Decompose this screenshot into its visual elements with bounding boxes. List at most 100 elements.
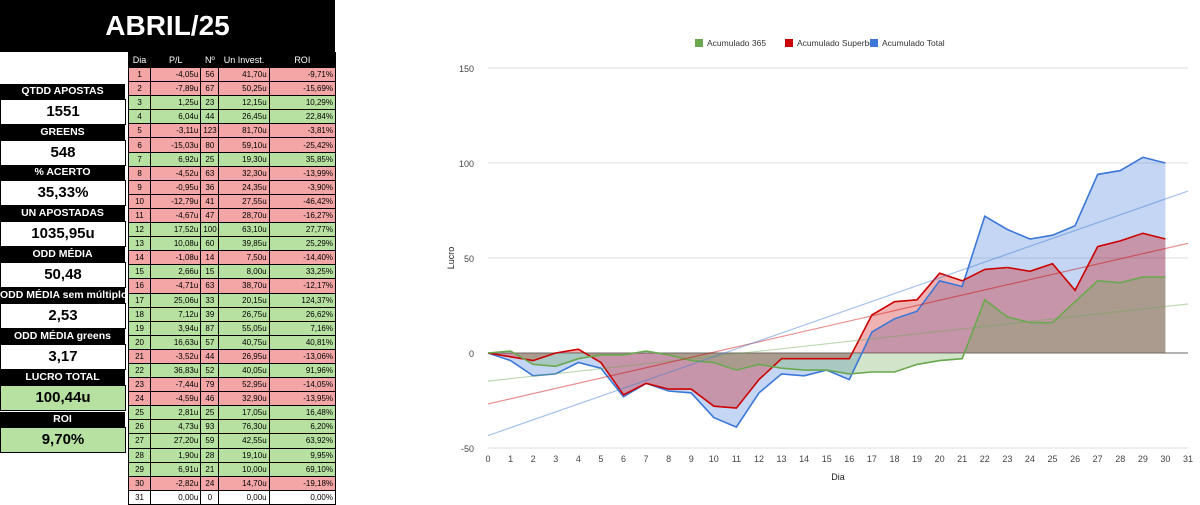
cell-n: 80 — [200, 137, 220, 153]
cell-n: 25 — [200, 405, 220, 421]
x-tick-label: 26 — [1070, 454, 1080, 464]
cell-un: 19,30u — [218, 151, 270, 167]
cell-un: 17,05u — [218, 405, 270, 421]
cell-dia: 11 — [127, 207, 152, 224]
x-tick-label: 8 — [666, 454, 671, 464]
cell-pl: -0,95u — [150, 179, 202, 195]
cell-roi: -19,18% — [268, 475, 337, 491]
x-tick-label: 29 — [1138, 454, 1148, 464]
table-row: 2 -7,89u 67 50,25u -15,69% — [127, 81, 337, 97]
x-tick-label: 11 — [732, 454, 741, 464]
cell-un: 59,10u — [218, 137, 270, 153]
cell-pl: -4,67u — [150, 207, 202, 224]
cell-roi: -13,95% — [268, 391, 337, 407]
cell-roi: -15,69% — [268, 81, 337, 97]
cell-n: 63 — [200, 278, 220, 294]
x-tick-label: 25 — [1048, 454, 1058, 464]
cell-dia: 2 — [127, 81, 152, 97]
table-row: 23 -7,44u 79 52,95u -14,05% — [127, 377, 337, 393]
cell-roi: -14,05% — [268, 377, 337, 393]
cell-pl: -4,05u — [150, 66, 202, 83]
cell-n: 123 — [200, 123, 220, 139]
table-row: 10 -12,79u 41 27,55u -46,42% — [127, 193, 337, 209]
cell-pl: -4,59u — [150, 391, 202, 407]
table-row: 13 10,08u 60 39,85u 25,29% — [127, 236, 337, 252]
daily-table: Dia P/L Nº Un Invest. ROI 1 -4,05u 56 41,70u -9,… — [127, 52, 337, 505]
y-tick-label: 100 — [459, 159, 474, 169]
stat-label: LUCRO TOTAL — [0, 370, 125, 385]
cell-roi: -12,17% — [268, 278, 337, 294]
cell-dia: 28 — [127, 447, 152, 463]
x-axis-label: Dia — [831, 472, 845, 482]
cell-pl: -2,82u — [150, 475, 202, 491]
stats-column: QTDD APOSTAS 1551 GREENS 548% ACERTO 35,33% U… — [0, 52, 126, 500]
cell-dia: 12 — [127, 222, 152, 238]
series-line-0 — [487, 276, 1166, 375]
x-tick-label: 12 — [754, 454, 764, 464]
stat-label: ODD MÉDIA greens — [0, 329, 125, 344]
cell-pl: 2,81u — [150, 405, 202, 421]
x-tick-label: 7 — [644, 454, 649, 464]
cell-n: 44 — [200, 109, 220, 125]
cell-un: 32,90u — [218, 391, 270, 407]
cell-dia: 31 — [127, 489, 152, 505]
legend-swatch — [695, 39, 703, 47]
cell-n: 0 — [200, 489, 220, 505]
cell-dia: 1 — [127, 66, 152, 83]
cell-un: 10,00u — [218, 461, 270, 477]
x-tick-label: 31 — [1183, 454, 1193, 464]
cell-n: 57 — [200, 334, 220, 350]
cell-pl: 7,12u — [150, 306, 202, 322]
x-tick-label: 10 — [709, 454, 719, 464]
cell-n: 100 — [200, 222, 220, 238]
y-tick-label: 50 — [464, 254, 474, 264]
cell-un: 27,55u — [218, 193, 270, 209]
cell-dia: 8 — [127, 165, 152, 181]
cell-roi: -9,71% — [268, 66, 337, 83]
x-tick-label: 27 — [1093, 454, 1103, 464]
cell-n: 56 — [200, 66, 220, 83]
cell-pl: -1,08u — [150, 250, 202, 266]
cell-pl: -7,44u — [150, 377, 202, 393]
table-row: 9 -0,95u 36 24,35u -3,90% — [127, 179, 337, 195]
column-header: Un Invest. — [218, 52, 270, 68]
cell-pl: 1,25u — [150, 95, 202, 111]
cell-pl: 6,91u — [150, 461, 202, 477]
cell-n: 60 — [200, 236, 220, 252]
cell-dia: 13 — [127, 236, 152, 252]
cell-dia: 24 — [127, 391, 152, 407]
month-title: ABRIL/25 — [0, 0, 335, 52]
x-tick-label: 24 — [1025, 454, 1035, 464]
x-tick-label: 5 — [598, 454, 603, 464]
cell-dia: 19 — [127, 320, 152, 336]
legend-swatch — [785, 39, 793, 47]
cell-roi: 25,29% — [268, 236, 337, 252]
y-tick-label: -50 — [461, 444, 474, 454]
stat-value: 548 — [0, 140, 126, 166]
cell-un: 19,10u — [218, 447, 270, 463]
cell-roi: 9,95% — [268, 447, 337, 463]
x-tick-label: 18 — [889, 454, 899, 464]
cell-pl: 4,73u — [150, 419, 202, 435]
cell-pl: 0,00u — [150, 489, 202, 505]
cell-n: 52 — [200, 362, 220, 379]
cell-n: 93 — [200, 419, 220, 435]
x-tick-label: 16 — [844, 454, 854, 464]
cell-roi: 69,10% — [268, 461, 337, 477]
cell-n: 24 — [200, 475, 220, 491]
cell-n: 39 — [200, 306, 220, 322]
cell-pl: 25,06u — [150, 292, 202, 308]
table-row: 20 16,63u 57 40,75u 40,81% — [127, 334, 337, 350]
x-tick-label: 2 — [531, 454, 536, 464]
table-row: 1 -4,05u 56 41,70u -9,71% — [127, 66, 337, 83]
x-tick-label: 23 — [1002, 454, 1012, 464]
stat-value: 9,70% — [0, 427, 126, 453]
stat-label: GREENS — [0, 125, 125, 140]
cell-dia: 27 — [127, 433, 152, 449]
cell-un: 41,70u — [218, 66, 270, 83]
stat-value: 100,44u — [0, 385, 126, 411]
area-0 — [488, 277, 1166, 374]
table-row: 12 17,52u 100 63,10u 27,77% — [127, 222, 337, 238]
stat-value: 50,48 — [0, 262, 126, 288]
